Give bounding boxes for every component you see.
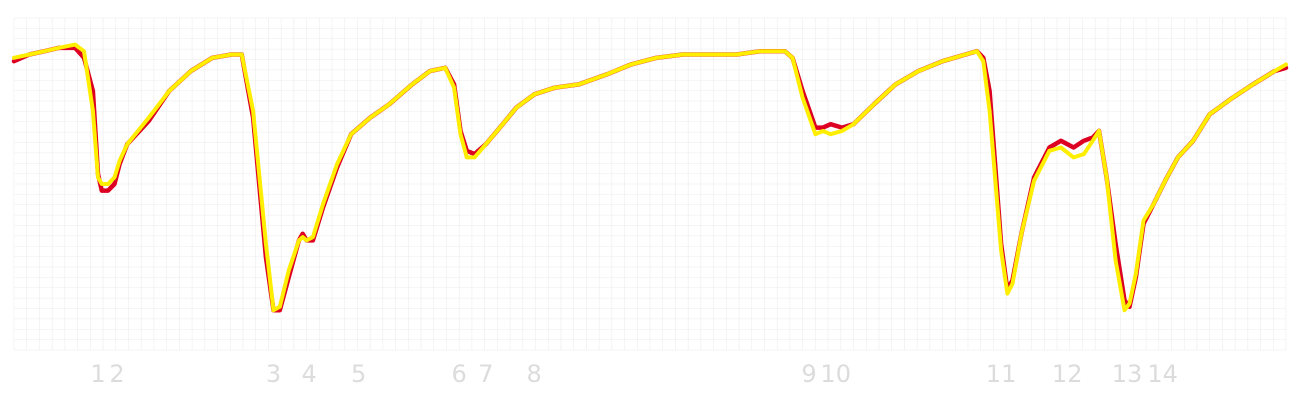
series-line-2 bbox=[12, 42, 1288, 313]
x-tick-label-14: 14 bbox=[1147, 360, 1178, 388]
x-tick-label-11: 11 bbox=[986, 360, 1017, 388]
x-tick-label-3: 3 bbox=[266, 360, 281, 388]
x-tick-label-9: 9 bbox=[801, 360, 816, 388]
chart-grid bbox=[13, 17, 1287, 351]
x-tick-label-12: 12 bbox=[1052, 360, 1083, 388]
chart-series bbox=[11, 42, 1289, 313]
x-tick-label-5: 5 bbox=[351, 360, 366, 388]
x-tick-label-13: 13 bbox=[1112, 360, 1143, 388]
x-tick-label-7: 7 bbox=[478, 360, 493, 388]
x-tick-label-4: 4 bbox=[301, 360, 316, 388]
x-tick-label-1: 1 bbox=[90, 360, 105, 388]
x-tick-label-2: 2 bbox=[109, 360, 124, 388]
x-axis-ticks: 1 2 3 4 5 6 7 8 9 10 11 12 13 14 bbox=[90, 360, 1178, 388]
x-tick-label-6: 6 bbox=[452, 360, 467, 388]
x-tick-label-8: 8 bbox=[527, 360, 542, 388]
x-tick-label-10: 10 bbox=[820, 360, 851, 388]
